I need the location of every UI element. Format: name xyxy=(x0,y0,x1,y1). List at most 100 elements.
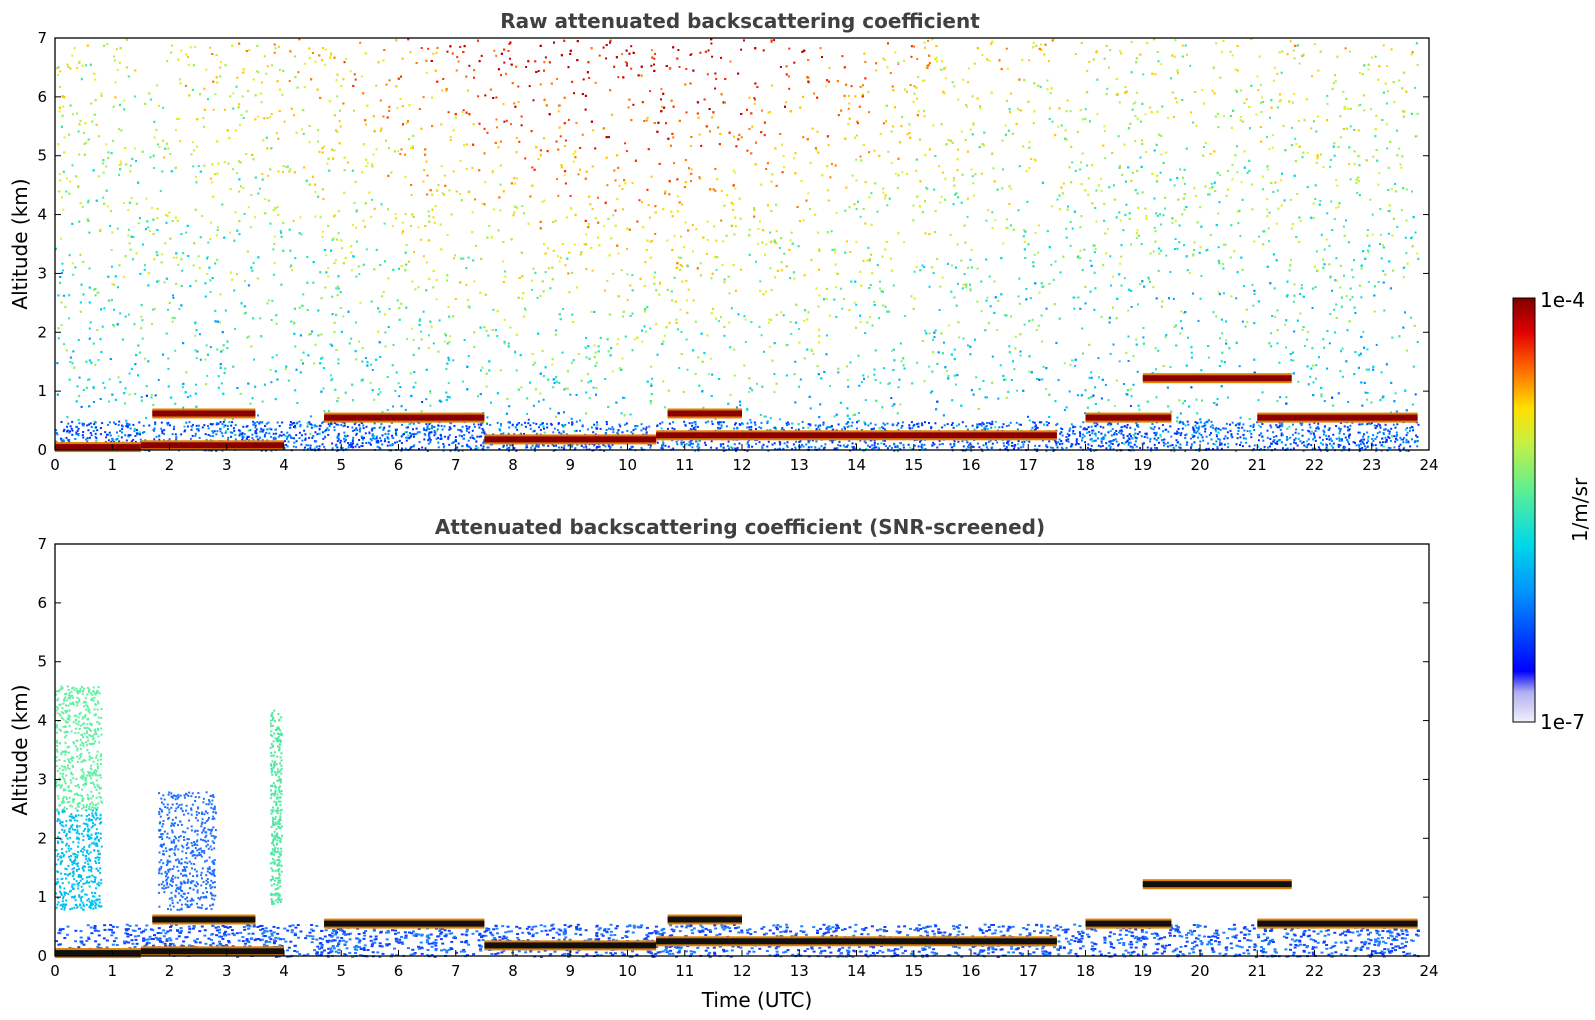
noise-pixel xyxy=(783,252,786,255)
noise-pixel xyxy=(283,447,286,450)
noise-pixel xyxy=(606,279,609,282)
noise-pixel xyxy=(202,117,205,120)
noise-pixel xyxy=(685,68,688,70)
noise-pixel xyxy=(773,391,776,394)
noise-pixel xyxy=(65,349,68,352)
noise-pixel xyxy=(1268,148,1271,151)
noise-pixel xyxy=(735,406,738,409)
noise-pixel xyxy=(680,235,683,238)
noise-pixel xyxy=(209,291,212,294)
noise-pixel xyxy=(425,71,428,74)
noise-pixel xyxy=(761,109,763,112)
noise-pixel xyxy=(422,96,425,99)
noise-pixel xyxy=(1081,152,1084,155)
noise-pixel xyxy=(573,243,576,246)
noise-pixel xyxy=(241,95,244,98)
noise-pixel xyxy=(369,381,372,384)
noise-pixel xyxy=(890,161,893,164)
noise-pixel xyxy=(1119,262,1122,265)
noise-pixel xyxy=(294,257,297,260)
noise-pixel xyxy=(1163,207,1166,210)
noise-pixel xyxy=(455,69,458,72)
noise-pixel xyxy=(554,219,557,222)
noise-pixel xyxy=(142,243,144,246)
noise-pixel xyxy=(62,105,65,108)
noise-pixel xyxy=(679,308,682,311)
noise-pixel xyxy=(260,101,263,104)
noise-pixel xyxy=(927,64,930,66)
noise-pixel xyxy=(769,267,772,270)
noise-pixel xyxy=(862,374,865,377)
noise-pixel xyxy=(156,84,159,87)
noise-pixel xyxy=(1345,219,1347,222)
noise-pixel xyxy=(1319,199,1322,202)
noise-pixel xyxy=(206,273,209,275)
noise-pixel xyxy=(558,260,561,263)
noise-pixel xyxy=(967,344,969,347)
noise-pixel xyxy=(500,140,502,143)
noise-pixel xyxy=(1019,354,1022,357)
noise-pixel xyxy=(606,184,609,187)
noise-pixel xyxy=(1404,428,1407,431)
noise-pixel xyxy=(1176,247,1179,250)
noise-pixel xyxy=(261,172,264,175)
noise-pixel xyxy=(102,196,105,199)
noise-pixel xyxy=(296,402,299,404)
noise-pixel xyxy=(459,193,461,196)
noise-pixel xyxy=(462,109,465,112)
noise-pixel xyxy=(790,333,793,335)
noise-pixel xyxy=(620,412,623,415)
noise-pixel xyxy=(1065,236,1068,239)
noise-pixel xyxy=(1406,349,1408,352)
noise-pixel xyxy=(462,257,465,260)
noise-pixel xyxy=(1164,442,1167,445)
noise-pixel xyxy=(685,299,688,302)
noise-pixel xyxy=(714,189,717,192)
noise-pixel xyxy=(1183,208,1186,211)
noise-pixel xyxy=(585,356,588,359)
noise-pixel xyxy=(229,95,232,98)
noise-pixel xyxy=(986,296,989,299)
noise-pixel xyxy=(425,398,428,401)
noise-pixel xyxy=(1402,276,1405,279)
noise-pixel xyxy=(105,143,108,146)
noise-pixel xyxy=(910,55,913,58)
noise-pixel xyxy=(811,350,814,353)
noise-pixel xyxy=(1183,244,1186,247)
noise-pixel xyxy=(1353,259,1356,262)
noise-pixel xyxy=(171,320,174,323)
noise-pixel xyxy=(934,210,937,213)
noise-pixel xyxy=(1174,219,1177,222)
noise-pixel xyxy=(762,293,765,296)
noise-pixel xyxy=(289,266,292,268)
noise-pixel xyxy=(891,404,894,407)
noise-pixel xyxy=(1405,252,1408,255)
noise-pixel xyxy=(1048,107,1051,110)
noise-pixel xyxy=(631,274,634,277)
noise-pixel xyxy=(300,128,303,131)
noise-pixel xyxy=(448,189,451,192)
noise-pixel xyxy=(234,328,236,330)
noise-pixel xyxy=(846,240,848,243)
noise-pixel xyxy=(1065,227,1068,230)
noise-pixel xyxy=(271,64,273,67)
noise-pixel xyxy=(1017,107,1019,110)
noise-pixel xyxy=(532,99,535,102)
noise-pixel xyxy=(706,239,709,241)
noise-pixel xyxy=(513,102,516,105)
noise-pixel xyxy=(971,175,974,178)
noise-pixel xyxy=(1156,214,1159,217)
noise-pixel xyxy=(257,71,260,74)
noise-pixel xyxy=(471,166,474,169)
noise-pixel xyxy=(90,102,93,105)
noise-pixel xyxy=(753,102,756,105)
noise-pixel xyxy=(384,438,386,440)
noise-pixel xyxy=(585,412,588,415)
noise-pixel xyxy=(238,123,241,126)
noise-pixel xyxy=(1288,269,1291,272)
noise-pixel xyxy=(1219,76,1222,79)
noise-pixel xyxy=(763,350,765,353)
noise-pixel xyxy=(810,259,813,261)
noise-pixel xyxy=(516,177,519,180)
noise-pixel xyxy=(972,182,975,185)
